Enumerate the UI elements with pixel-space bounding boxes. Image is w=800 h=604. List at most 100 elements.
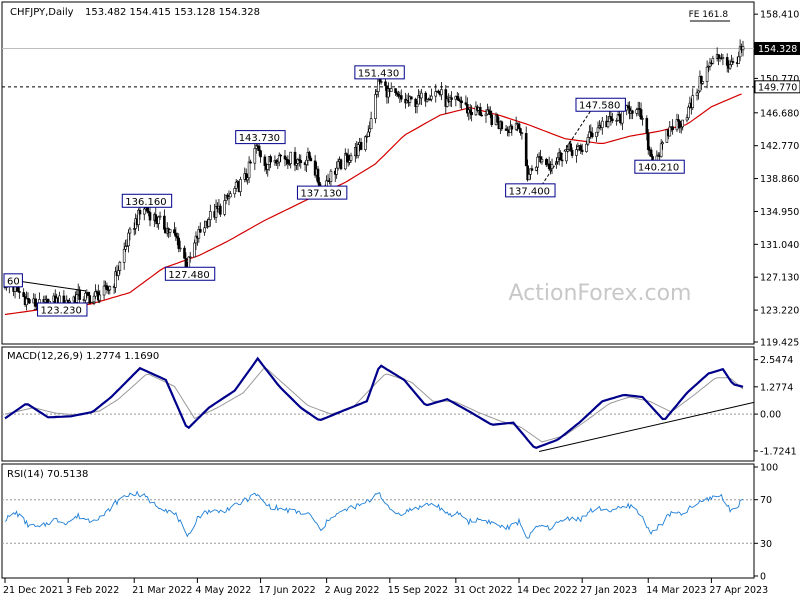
candle-body bbox=[589, 131, 593, 134]
candle-body bbox=[701, 81, 705, 84]
candle-body bbox=[78, 289, 81, 300]
candle-body bbox=[98, 294, 102, 301]
candle-body bbox=[721, 57, 725, 59]
candle-body bbox=[668, 126, 672, 137]
candle-body bbox=[122, 248, 126, 263]
candle-body bbox=[559, 152, 562, 161]
annotation-box bbox=[37, 302, 88, 317]
macd-tick-label: 1.2774 bbox=[760, 382, 793, 393]
moving-average-line bbox=[4, 93, 742, 316]
candle-body bbox=[671, 126, 674, 131]
price-tick-label: 146.680 bbox=[760, 108, 799, 119]
candle-body bbox=[254, 145, 258, 149]
macd-axis: 2.5474 1.2774 0.00 -1.7241 bbox=[754, 355, 797, 457]
candle-body bbox=[345, 153, 349, 156]
candle-body bbox=[527, 173, 531, 181]
candle-body bbox=[375, 91, 379, 95]
candle-body bbox=[566, 149, 570, 152]
candle-body bbox=[646, 132, 650, 150]
candle-body bbox=[28, 299, 31, 304]
candle-body bbox=[163, 215, 166, 230]
candle-body bbox=[480, 114, 483, 117]
candle-body bbox=[335, 167, 338, 175]
candle-body bbox=[616, 114, 620, 121]
candle-body bbox=[168, 229, 172, 233]
candle-body bbox=[425, 99, 429, 102]
candle-body bbox=[379, 81, 383, 83]
annotation-box bbox=[164, 266, 216, 281]
annotation-6: 151.430 bbox=[354, 65, 405, 80]
candle-body bbox=[575, 149, 578, 156]
candle-body bbox=[707, 65, 710, 68]
macd-panel bbox=[1, 346, 755, 462]
candle-body bbox=[510, 125, 514, 130]
candle-body bbox=[399, 95, 403, 100]
candle-body bbox=[277, 154, 281, 163]
time-tick-label: 27 Apr 2023 bbox=[709, 585, 768, 596]
candle-body bbox=[428, 98, 432, 101]
annotation-box bbox=[235, 130, 286, 145]
price-tick-label: 142.770 bbox=[760, 141, 799, 152]
price-tick-label: 158.410 bbox=[760, 10, 799, 21]
rsi-panel bbox=[1, 463, 755, 579]
candle-body bbox=[725, 57, 729, 66]
candle-body bbox=[247, 161, 251, 179]
candle-body bbox=[293, 151, 297, 166]
candle-body bbox=[490, 114, 494, 125]
candle-body bbox=[590, 132, 594, 138]
candle-body bbox=[455, 95, 459, 100]
candle-body bbox=[197, 229, 201, 239]
rsi-tick-label: 70 bbox=[760, 495, 772, 506]
annotation-1: 123.230 bbox=[37, 302, 88, 317]
candle-body bbox=[585, 143, 588, 152]
candle-body bbox=[679, 126, 683, 129]
candle-body bbox=[450, 97, 453, 100]
candle-body bbox=[697, 90, 700, 94]
price-tick-label: 123.220 bbox=[760, 306, 799, 317]
signal-line bbox=[4, 367, 744, 443]
candle-body bbox=[125, 245, 129, 247]
candle-body bbox=[611, 118, 614, 122]
candle-body bbox=[178, 247, 182, 250]
candle-body bbox=[175, 236, 179, 239]
candle-body bbox=[486, 109, 489, 115]
trendlines bbox=[4, 108, 593, 310]
annotation-box bbox=[575, 97, 626, 112]
annotation-box bbox=[634, 159, 685, 174]
candle-body bbox=[645, 118, 649, 134]
candle-body bbox=[417, 95, 420, 105]
candle-body bbox=[94, 291, 97, 297]
annotation-label: 147.580 bbox=[579, 101, 620, 112]
fe-label: FE 161.8 bbox=[689, 10, 729, 20]
candle-body bbox=[387, 88, 390, 98]
candle-body bbox=[16, 286, 20, 292]
ohlc-label: 153.482 154.415 153.128 154.328 bbox=[85, 7, 260, 18]
candle-body bbox=[132, 228, 136, 230]
candle-body bbox=[188, 256, 192, 258]
candle-body bbox=[414, 98, 417, 107]
annotation-2: 136.160 bbox=[121, 193, 173, 208]
rsi-line bbox=[2, 490, 754, 544]
candle-body bbox=[234, 181, 238, 189]
candle-body bbox=[536, 156, 539, 168]
candle-body bbox=[408, 96, 412, 103]
rsi-tick-label: 0 bbox=[760, 572, 766, 583]
candle-body bbox=[246, 177, 249, 181]
candle-body bbox=[580, 149, 584, 152]
annotation-box bbox=[3, 273, 23, 288]
candle-body bbox=[560, 159, 564, 162]
rsi-axis: 100 70 30 0 bbox=[754, 463, 778, 583]
candle-body bbox=[86, 292, 90, 296]
candle-body bbox=[102, 285, 106, 296]
candle-body bbox=[233, 188, 237, 195]
candle-body bbox=[631, 110, 634, 114]
candle-body bbox=[488, 111, 492, 116]
candle-body bbox=[313, 160, 317, 176]
candle-body bbox=[229, 193, 232, 198]
candle-body bbox=[227, 196, 231, 199]
candle-body bbox=[445, 98, 449, 107]
candle-body bbox=[124, 246, 127, 250]
candle-body bbox=[26, 298, 30, 300]
price-panel bbox=[1, 1, 755, 345]
